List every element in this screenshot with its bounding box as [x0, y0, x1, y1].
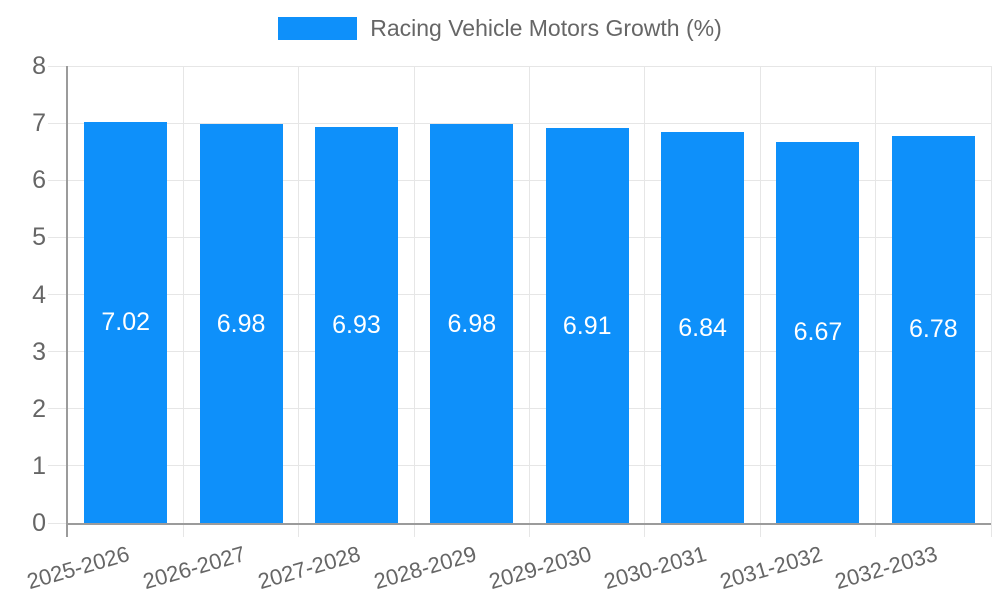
bar-value-label: 6.98 — [216, 309, 266, 338]
x-axis-tick — [529, 523, 530, 537]
bar-value-label: 6.78 — [908, 315, 958, 344]
bar-value-label: 6.91 — [562, 311, 612, 340]
y-axis-label: 4 — [32, 280, 46, 309]
x-axis-tick — [990, 523, 992, 537]
gridline-vertical — [759, 66, 761, 523]
legend-swatch — [278, 16, 358, 40]
gridline-vertical — [182, 66, 184, 523]
x-axis-label: 2027-2028 — [255, 541, 364, 595]
gridline-vertical — [529, 66, 530, 523]
x-axis-tick — [298, 523, 300, 537]
gridline-vertical — [413, 66, 415, 523]
y-axis-tick — [48, 236, 68, 238]
x-axis-label: 2029-2030 — [486, 541, 595, 595]
y-axis-tick — [48, 351, 68, 353]
y-axis-tick — [48, 122, 68, 124]
y-axis-label: 1 — [32, 451, 46, 480]
x-axis-label: 2031-2032 — [716, 541, 825, 595]
gridline-vertical — [875, 66, 877, 523]
y-axis-label: 0 — [32, 509, 46, 537]
y-axis-label: 5 — [32, 223, 46, 252]
bar-value-label: 6.93 — [332, 311, 381, 340]
x-axis-tick — [413, 523, 415, 537]
x-axis-label: 2028-2029 — [370, 541, 479, 595]
bar[interactable] — [545, 128, 629, 523]
bar-value-label: 6.67 — [793, 318, 843, 347]
y-axis-tick — [48, 522, 68, 524]
x-axis-label: 2026-2027 — [139, 541, 248, 595]
x-axis-label: 2030-2031 — [601, 541, 710, 595]
y-axis-label: 2 — [32, 394, 46, 423]
x-axis-tick — [759, 523, 761, 537]
x-axis-line — [68, 523, 991, 525]
bar[interactable] — [430, 124, 514, 523]
bar[interactable] — [314, 127, 398, 523]
bar[interactable] — [661, 132, 745, 523]
x-axis-tick — [182, 523, 184, 537]
chart-legend[interactable]: Racing Vehicle Motors Growth (%) — [0, 14, 1000, 42]
y-axis-label: 8 — [32, 52, 46, 80]
gridline-vertical — [644, 66, 646, 523]
y-axis-tick — [48, 294, 68, 295]
legend-label: Racing Vehicle Motors Growth (%) — [370, 15, 722, 41]
bar-value-label: 6.98 — [447, 309, 497, 338]
bar[interactable] — [891, 135, 975, 523]
y-axis-tick — [48, 179, 68, 181]
gridline-horizontal — [68, 65, 991, 67]
y-axis-tick — [48, 408, 68, 410]
x-axis-label: 2032-2033 — [832, 541, 941, 595]
x-axis-tick — [644, 523, 646, 537]
bar[interactable] — [84, 121, 168, 523]
x-axis-label: 2025-2026 — [24, 541, 133, 595]
gridline-vertical — [298, 66, 300, 523]
y-axis-line — [66, 66, 68, 537]
bar[interactable] — [776, 141, 860, 523]
y-axis-label: 7 — [32, 109, 46, 138]
y-axis-label: 3 — [32, 337, 46, 366]
y-axis-tick — [48, 465, 68, 467]
gridline-vertical — [990, 66, 992, 523]
y-axis-tick — [48, 65, 68, 67]
bar-value-label: 7.02 — [101, 308, 151, 337]
bar[interactable] — [199, 124, 283, 523]
bar-value-label: 6.84 — [678, 313, 727, 342]
x-axis-tick — [875, 523, 877, 537]
y-axis-label: 6 — [32, 166, 46, 195]
